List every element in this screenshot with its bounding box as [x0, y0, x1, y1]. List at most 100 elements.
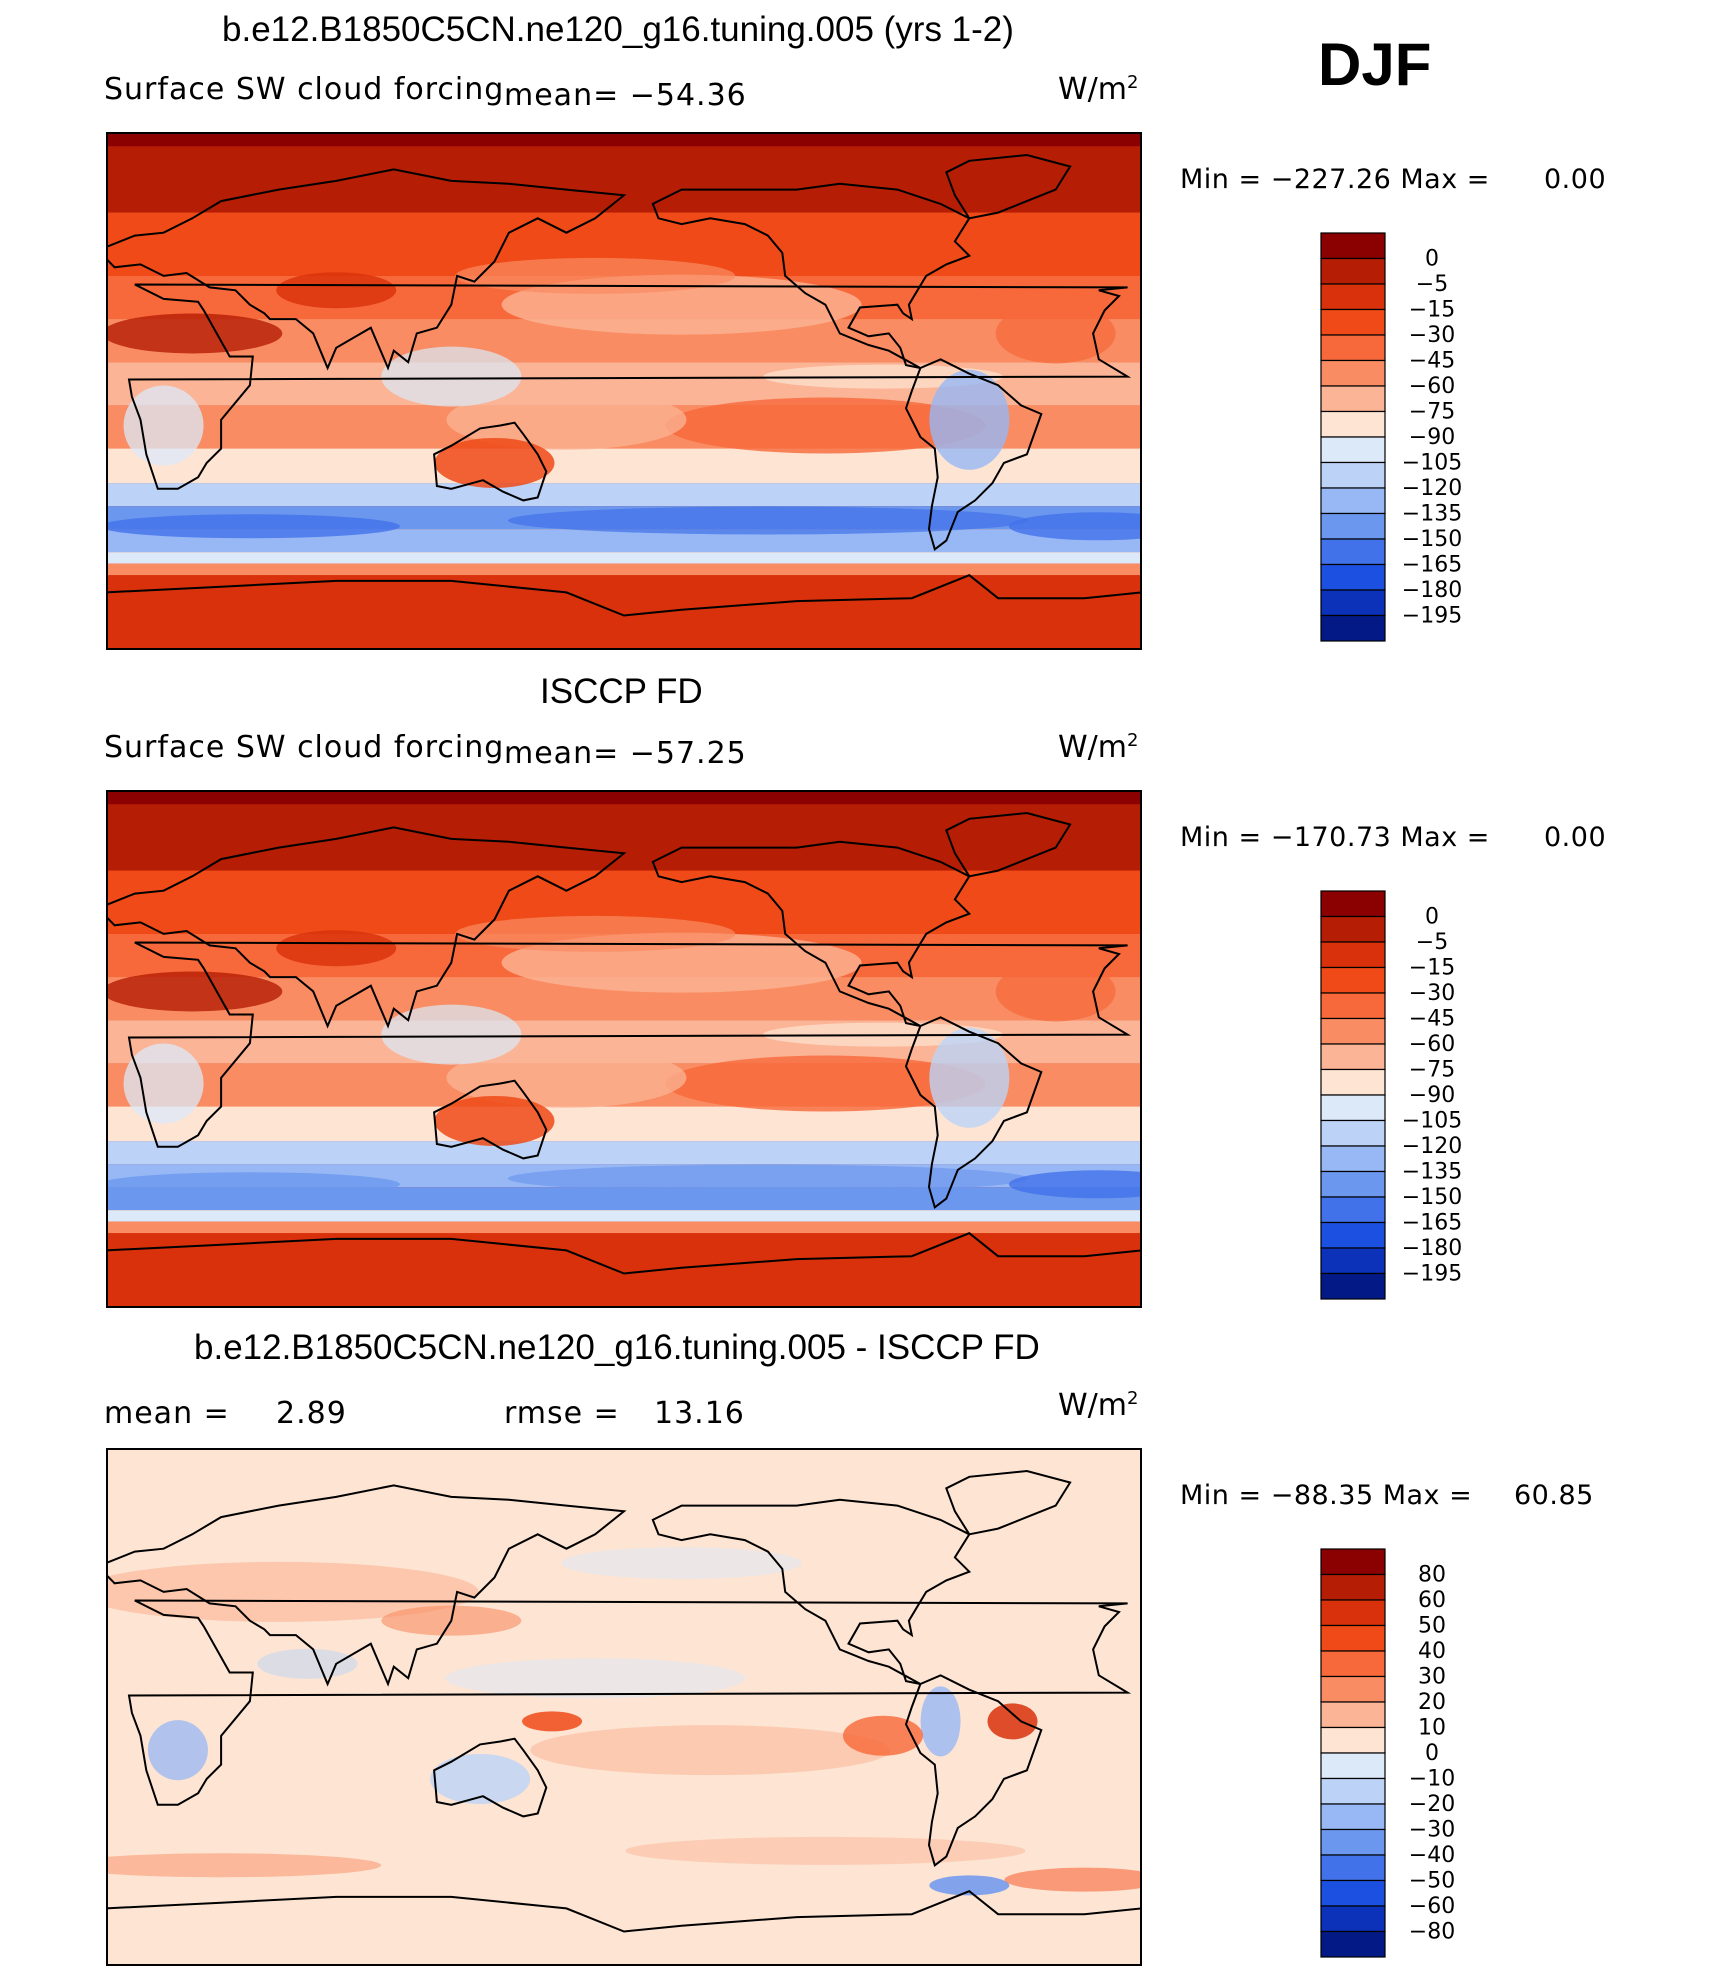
colorbar-swatch: [1320, 1726, 1386, 1754]
colorbar-tick-label: −180: [1402, 1236, 1462, 1261]
colorbar-tick-label: −20: [1409, 1792, 1455, 1817]
field-band: [106, 529, 1142, 553]
colorbar-swatch: [1320, 1017, 1386, 1045]
field-contour: [123, 1043, 204, 1124]
panel-3-title: b.e12.B1850C5CN.ne120_g16.tuning.005 - I…: [194, 1328, 1040, 1367]
colorbar-tick-label: −45: [1409, 1007, 1455, 1032]
panel-3-units: W/m2: [1058, 1388, 1139, 1423]
field-contour: [929, 1027, 1010, 1128]
coastline: [904, 1674, 1043, 1867]
field-contour: [106, 313, 283, 354]
field-contour: [455, 915, 736, 952]
colorbar-tick-label: −150: [1402, 527, 1462, 552]
panel-2-min-max: Min = −170.73 Max = 0.00: [1180, 822, 1607, 853]
colorbar-tick-label: −80: [1409, 1920, 1455, 1945]
colorbar-tick-label: −120: [1402, 1134, 1462, 1159]
coastline: [433, 1737, 548, 1818]
colorbar-tick-label: −30: [1409, 323, 1455, 348]
field-contour: [1008, 1170, 1142, 1199]
colorbar-swatch: [1320, 1573, 1386, 1601]
colorbar-tick-label: −50: [1409, 1869, 1455, 1894]
colorbar-tick-label: 0: [1425, 905, 1439, 930]
colorbar-tick-label: −195: [1402, 604, 1462, 629]
colorbar-swatch: [1320, 1599, 1386, 1627]
coastline: [127, 1599, 1132, 1806]
colorbar-swatch: [1320, 1803, 1386, 1831]
colorbar-swatch: [1320, 487, 1386, 515]
field-contour: [445, 1658, 746, 1699]
colorbar-swatch: [1320, 1675, 1386, 1703]
colorbar-tick-label: −180: [1402, 578, 1462, 603]
colorbar-swatch: [1320, 232, 1386, 260]
colorbar-tick-label: −150: [1402, 1185, 1462, 1210]
colorbar-swatch: [1320, 1548, 1386, 1576]
panel-1-colorbar: 0−5−15−30−45−60−75−90−105−120−135−150−16…: [1320, 232, 1462, 642]
field-contour: [276, 930, 397, 967]
colorbar-tick-label: 0: [1425, 1741, 1439, 1766]
field-band: [106, 132, 1142, 147]
colorbar-swatch: [1320, 992, 1386, 1020]
coastline: [945, 811, 1072, 878]
field-band: [106, 1221, 1142, 1234]
colorbar-swatch: [1320, 512, 1386, 540]
panel-3-min-max: Min = −88.35 Max = 60.85: [1180, 1480, 1594, 1511]
field-contour: [276, 272, 397, 309]
field-contour: [106, 1561, 479, 1622]
colorbar-swatch: [1320, 563, 1386, 591]
field-contour: [455, 257, 736, 294]
coastline: [106, 1484, 627, 1687]
field-band: [106, 1141, 1142, 1165]
coastline: [106, 826, 627, 1029]
colorbar-swatch: [1320, 334, 1386, 362]
field-contour: [665, 1055, 986, 1112]
field-contour: [147, 1720, 208, 1781]
colorbar-tick-label: −5: [1416, 930, 1448, 955]
colorbar-tick-label: −40: [1409, 1843, 1455, 1868]
panel-3-map: [106, 1448, 1142, 1966]
field-contour: [434, 1095, 555, 1146]
field-contour: [430, 1753, 531, 1804]
field-contour: [381, 1004, 522, 1065]
field-band: [106, 1187, 1142, 1211]
colorbar-swatch: [1320, 1272, 1386, 1300]
colorbar-swatch: [1320, 1221, 1386, 1249]
field-band: [106, 552, 1142, 564]
panel-2-field-label: Surface SW cloud forcing: [104, 730, 505, 765]
colorbar-tick-label: −75: [1409, 1058, 1455, 1083]
panel-2-map: [106, 790, 1142, 1308]
field-contour: [625, 1836, 1026, 1865]
panel-1-map: [106, 132, 1142, 650]
colorbar-swatch: [1320, 589, 1386, 617]
panel-2-title: ISCCP FD: [540, 672, 703, 711]
field-contour: [1008, 512, 1142, 541]
colorbar-tick-label: −30: [1409, 981, 1455, 1006]
colorbar-tick-label: 40: [1418, 1639, 1446, 1664]
panel-3-mean-value: 2.89: [276, 1396, 347, 1431]
field-contour: [843, 1715, 923, 1756]
colorbar-swatch: [1320, 1119, 1386, 1147]
field-contour: [1004, 1867, 1142, 1892]
field-contour: [929, 369, 1010, 470]
field-contour: [123, 385, 204, 466]
field-contour: [507, 1164, 1028, 1193]
panel-1-min-max: Min = −227.26 Max = 0.00: [1180, 164, 1607, 195]
colorbar-swatch: [1320, 538, 1386, 566]
colorbar-swatch: [1320, 1905, 1386, 1933]
coastline: [127, 941, 1132, 1148]
colorbar-swatch: [1320, 1170, 1386, 1198]
coastline: [127, 283, 1132, 490]
colorbar-tick-label: −90: [1409, 1083, 1455, 1108]
field-contour: [106, 1172, 400, 1197]
colorbar-tick-label: −135: [1402, 1160, 1462, 1185]
field-contour: [995, 303, 1116, 364]
colorbar-tick-label: 80: [1418, 1563, 1446, 1588]
colorbar-tick-label: −15: [1409, 298, 1455, 323]
coastline: [945, 153, 1072, 220]
colorbar-swatch: [1320, 359, 1386, 387]
colorbar-swatch: [1320, 385, 1386, 413]
coastline: [106, 574, 1142, 617]
colorbar-tick-label: −15: [1409, 956, 1455, 981]
colorbar-tick-label: −60: [1409, 1032, 1455, 1057]
colorbar-tick-label: 0: [1425, 247, 1439, 272]
